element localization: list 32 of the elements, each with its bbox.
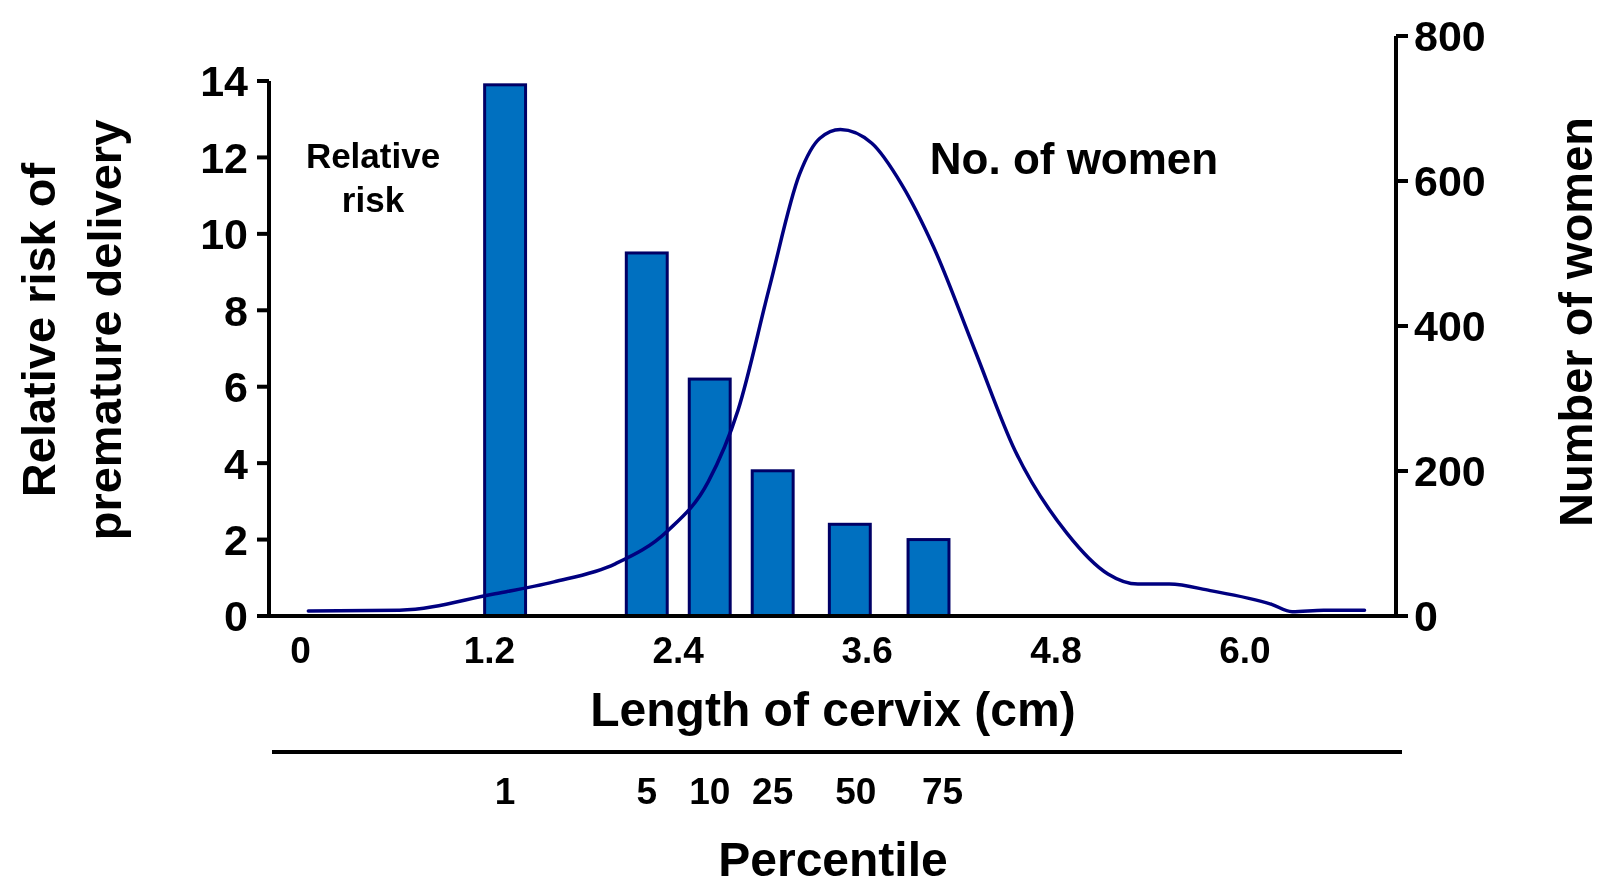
y-tick-label: 4 bbox=[224, 439, 249, 488]
y-tick-label: 2 bbox=[224, 516, 248, 565]
series-label: Relative risk bbox=[305, 136, 441, 219]
y-tick-label: 8 bbox=[224, 286, 248, 335]
y2-tick-label: 200 bbox=[1414, 447, 1486, 496]
x2-axis-title: Percentile bbox=[718, 833, 948, 881]
y2-tick-label: 0 bbox=[1414, 592, 1438, 641]
x-axis-title: Length of cervix (cm) bbox=[590, 683, 1076, 736]
text: 5 bbox=[636, 771, 658, 812]
y-axis-title: Relative risk of premature delivery bbox=[12, 119, 131, 541]
y-tick-label: 14 bbox=[200, 57, 249, 106]
x-tick-label: 1.2 bbox=[463, 630, 516, 671]
y2-tick-label: 800 bbox=[1414, 12, 1486, 61]
y-tick-label: 0 bbox=[224, 592, 248, 641]
y2-axis-title: Number of women bbox=[1549, 117, 1602, 527]
y2-tick-label: 600 bbox=[1414, 157, 1486, 206]
text: 75 bbox=[921, 771, 964, 812]
y-tick-label: 6 bbox=[224, 363, 248, 412]
text: 25 bbox=[752, 771, 794, 812]
y2-tick-label: 400 bbox=[1414, 302, 1486, 351]
text: 1 bbox=[494, 771, 516, 812]
line-series bbox=[306, 127, 1367, 614]
x-tick-label: 6.0 bbox=[1219, 630, 1271, 671]
text: 50 bbox=[835, 771, 877, 812]
series-label: No. of women bbox=[929, 134, 1219, 183]
x-tick-label: 3.6 bbox=[841, 630, 893, 671]
y-tick-label: 10 bbox=[200, 210, 248, 259]
text: 10 bbox=[689, 771, 731, 812]
x-tick-label: 2.4 bbox=[652, 630, 705, 671]
x-tick-label: 4.8 bbox=[1030, 630, 1082, 671]
x-tick-label: 0 bbox=[290, 630, 311, 671]
y-tick-label: 12 bbox=[200, 133, 248, 182]
